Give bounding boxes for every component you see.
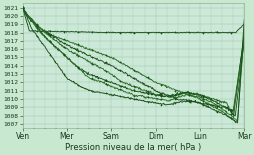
X-axis label: Pression niveau de la mer( hPa ): Pression niveau de la mer( hPa ) [65,143,201,152]
